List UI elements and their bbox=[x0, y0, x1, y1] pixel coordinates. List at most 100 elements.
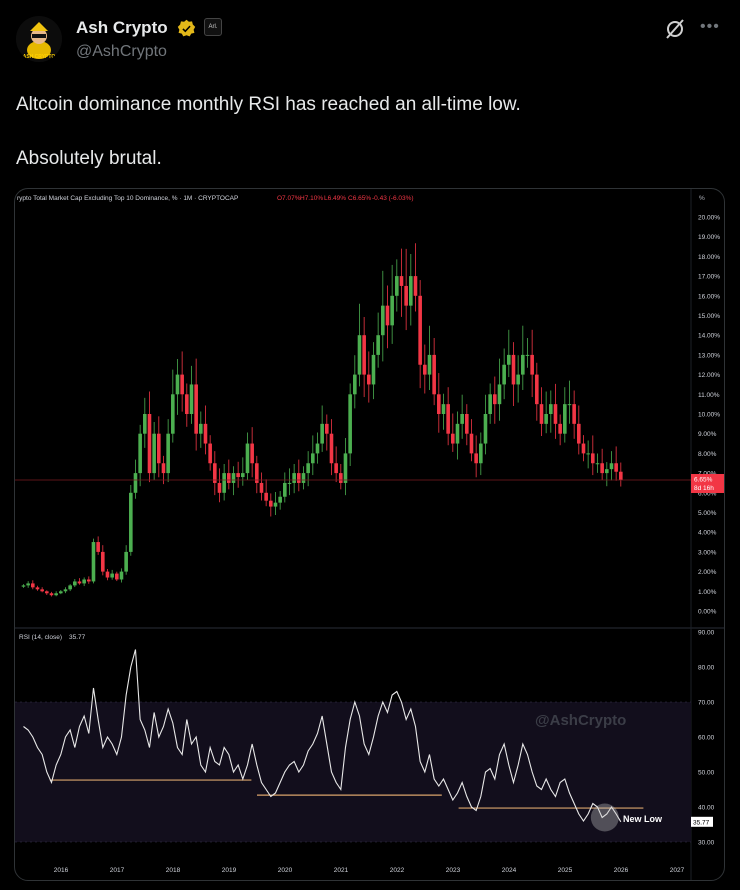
price-axis-tick: 2.00% bbox=[698, 569, 717, 576]
candle-body bbox=[455, 423, 460, 444]
candle-body bbox=[619, 471, 623, 480]
candle-body bbox=[409, 276, 413, 306]
candle-body bbox=[175, 374, 180, 395]
affiliate-badge[interactable]: Arl. bbox=[204, 18, 222, 36]
price-axis-tick: 12.00% bbox=[698, 372, 720, 379]
candle-body bbox=[600, 463, 604, 474]
candle-body bbox=[306, 463, 310, 474]
x-axis-tick: 2020 bbox=[278, 867, 293, 874]
candle-body bbox=[371, 354, 376, 385]
candle-body bbox=[437, 394, 441, 414]
candle-body bbox=[301, 473, 306, 483]
x-axis-tick: 2019 bbox=[222, 867, 237, 874]
candle-body bbox=[250, 443, 254, 464]
ohlc-low: L6.49% bbox=[324, 195, 346, 202]
candle-body bbox=[502, 364, 506, 385]
countdown-label: 8d 16h bbox=[694, 485, 714, 492]
candle-body bbox=[227, 473, 231, 483]
candle-body bbox=[133, 473, 138, 493]
candle-body bbox=[231, 473, 236, 483]
price-axis-tick: 16.00% bbox=[698, 293, 720, 300]
more-icon[interactable]: ••• bbox=[700, 18, 720, 35]
candle-body bbox=[516, 374, 520, 385]
rsi-value: 35.77 bbox=[69, 634, 86, 641]
candle-body bbox=[343, 453, 348, 483]
candle-body bbox=[549, 404, 553, 414]
candle-body bbox=[222, 473, 226, 493]
candle-body bbox=[595, 463, 600, 465]
new-low-annotation: New Low bbox=[623, 814, 663, 824]
candle-body bbox=[35, 587, 40, 590]
x-axis-tick: 2018 bbox=[166, 867, 181, 874]
candle-body bbox=[96, 542, 100, 552]
candle-body bbox=[357, 335, 362, 375]
candle-body bbox=[166, 433, 170, 474]
candle-body bbox=[171, 394, 175, 434]
candle-body bbox=[320, 423, 324, 444]
candle-body bbox=[460, 414, 464, 424]
candle-body bbox=[105, 571, 110, 578]
candle-body bbox=[194, 384, 198, 434]
candle-body bbox=[31, 583, 35, 588]
candle-body bbox=[287, 482, 292, 484]
candle-body bbox=[87, 579, 91, 582]
candle-body bbox=[469, 433, 474, 454]
candle-body bbox=[26, 583, 30, 586]
candle-body bbox=[488, 394, 492, 414]
candle-body bbox=[385, 305, 390, 326]
candle-body bbox=[605, 469, 609, 474]
candle-body bbox=[217, 482, 222, 493]
candle-body bbox=[535, 374, 539, 405]
avatar-image: ASH CRYPTO bbox=[16, 16, 62, 62]
candle-body bbox=[376, 335, 380, 355]
price-axis-tick: 3.00% bbox=[698, 549, 717, 556]
candle-body bbox=[82, 579, 86, 584]
candle-body bbox=[77, 581, 82, 584]
candle-body bbox=[213, 463, 217, 483]
price-axis-tick: 9.00% bbox=[698, 431, 717, 438]
candle-body bbox=[413, 276, 418, 296]
candle-body bbox=[544, 414, 548, 424]
candle-body bbox=[245, 443, 250, 474]
candle-body bbox=[143, 414, 147, 434]
candle-body bbox=[493, 394, 497, 405]
candle-body bbox=[292, 473, 296, 483]
candle-body bbox=[199, 423, 203, 434]
candle-body bbox=[259, 482, 264, 493]
candle-body bbox=[614, 463, 618, 472]
candle-body bbox=[180, 374, 184, 395]
candle-body bbox=[297, 473, 301, 483]
candle-body bbox=[45, 591, 49, 594]
candle-body bbox=[147, 414, 152, 474]
candle-body bbox=[381, 305, 385, 336]
candle-body bbox=[432, 354, 436, 395]
candle-body bbox=[40, 589, 44, 592]
price-axis-tick: 5.00% bbox=[698, 510, 717, 517]
ohlc-change: -0.43 (-6.03%) bbox=[372, 195, 414, 202]
verified-badge-icon bbox=[177, 19, 196, 37]
candle-body bbox=[311, 453, 315, 464]
chart-image[interactable]: rypto Total Market Cap Excluding Top 10 … bbox=[14, 188, 725, 881]
rsi-title: RSI (14, close) bbox=[19, 634, 62, 641]
grok-icon[interactable] bbox=[664, 18, 686, 40]
candle-body bbox=[521, 354, 525, 375]
candle-body bbox=[558, 423, 562, 434]
candle-body bbox=[586, 453, 590, 455]
candle-body bbox=[474, 453, 478, 464]
avatar[interactable]: ASH CRYPTO bbox=[16, 16, 62, 62]
candle-body bbox=[339, 473, 343, 483]
candle-body bbox=[236, 473, 240, 478]
candle-body bbox=[441, 404, 446, 414]
price-axis-tick: 20.00% bbox=[698, 215, 720, 222]
candle-body bbox=[264, 492, 268, 501]
new-low-highlight bbox=[590, 803, 619, 832]
author-name[interactable]: Ash Crypto bbox=[76, 18, 168, 37]
candle-body bbox=[208, 443, 212, 464]
candle-body bbox=[399, 276, 404, 286]
rsi-axis-tick: 40.00 bbox=[698, 805, 715, 812]
author-handle[interactable]: @AshCrypto bbox=[76, 43, 167, 60]
candle-body bbox=[507, 354, 511, 365]
candle-body bbox=[152, 433, 156, 474]
candle-body bbox=[563, 404, 567, 434]
svg-text:ASH CRYPTO: ASH CRYPTO bbox=[23, 54, 56, 60]
